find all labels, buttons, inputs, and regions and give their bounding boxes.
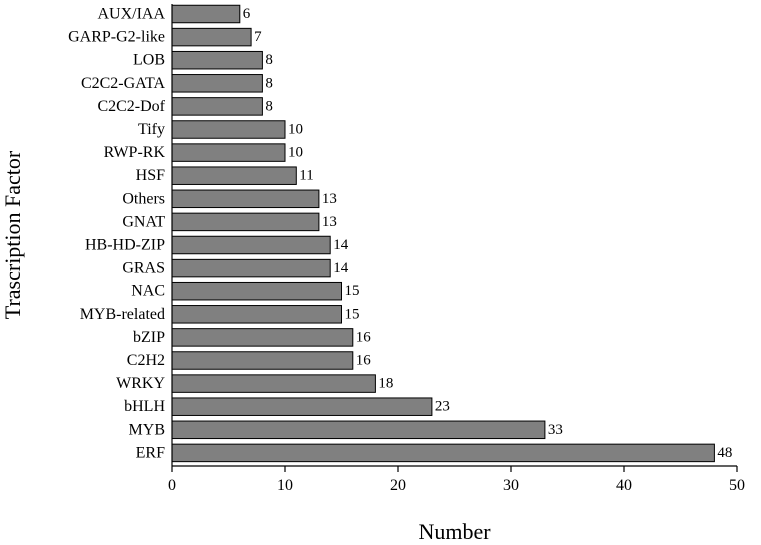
bar-bzip [171,328,354,347]
bar-nac [171,281,342,301]
bar-myb [171,420,546,440]
bar-others [171,189,320,209]
value-label-wrky: 18 [378,376,393,392]
x-tick-label-40: 40 [616,477,632,494]
category-label-nac: NAC [131,283,165,300]
bar-hsf [171,166,297,185]
bar-rwp-rk [171,143,286,162]
bar-tify [171,120,286,139]
value-label-aux-iaa: 6 [243,6,251,22]
x-axis-title: Number [418,519,491,544]
x-tick-label-20: 20 [390,477,406,494]
x-tick-label-0: 0 [168,477,176,494]
category-label-aux-iaa: AUX/IAA [97,6,165,23]
value-label-myb: 33 [548,422,563,438]
value-label-c2c2-dof: 8 [265,98,273,114]
value-label-hb-hd-zip: 14 [333,237,349,253]
category-labels: AUX/IAA GARP-G2-like LOB C2C2-GATA C2C2-Dof T… [68,6,166,462]
bar-hb-hd-zip [171,235,331,255]
category-label-c2c2-gata: C2C2-GATA [81,75,166,92]
value-label-hsf: 11 [299,168,313,184]
x-tick-label-10: 10 [277,477,293,494]
value-label-lob: 8 [265,52,273,68]
x-tick-label-50: 50 [729,477,745,494]
value-label-tify: 10 [288,122,303,138]
value-label-gras: 14 [333,260,349,276]
bar-garp-g2-like [171,27,252,47]
bar-aux-iaa [171,4,241,24]
category-label-others: Others [122,190,165,207]
category-label-myb: MYB [129,421,165,438]
value-label-bhlh: 23 [435,399,450,415]
value-label-gnat: 13 [322,214,337,230]
x-tick-label-30: 30 [503,477,519,494]
bar-wrky [171,374,376,393]
bars-group [171,4,715,463]
x-axis-ticks: 0 10 20 30 40 50 [168,466,745,494]
bar-gras [171,258,331,278]
value-label-c2c2-gata: 8 [265,75,273,91]
bar-c2c2-gata [171,74,263,93]
value-label-rwp-rk: 10 [288,145,303,161]
value-label-myb-related: 15 [345,306,360,322]
value-label-erf: 48 [717,445,732,461]
bar-myb-related [171,305,342,324]
category-label-gnat: GNAT [122,213,165,230]
category-label-garp-g2-like: GARP-G2-like [68,29,165,46]
category-label-bhlh: bHLH [124,398,165,415]
category-label-hb-hd-zip: HB-HD-ZIP [85,237,165,254]
y-axis-title: Trascription Factor [0,150,25,319]
category-label-wrky: WRKY [116,375,165,392]
category-label-bzip: bZIP [133,329,165,346]
category-label-gras: GRAS [122,260,165,277]
value-label-garp-g2-like: 7 [254,29,262,45]
category-label-rwp-rk: RWP-RK [104,144,166,161]
category-label-c2c2-dof: C2C2-Dof [97,98,165,115]
bar-c2c2-dof [171,97,263,116]
bar-gnat [171,212,320,232]
bar-bhlh [171,397,433,416]
category-label-lob: LOB [133,52,165,69]
bar-lob [171,50,263,70]
category-label-erf: ERF [136,444,165,461]
bar-c2h2 [171,351,354,370]
category-label-hsf: HSF [136,167,165,184]
bar-erf [171,443,715,463]
category-label-c2h2: C2H2 [127,352,165,369]
value-label-others: 13 [322,191,337,207]
value-label-bzip: 16 [356,329,372,345]
category-label-tify: Tify [138,121,165,138]
value-label-c2h2: 16 [356,353,372,369]
value-label-nac: 15 [345,283,360,299]
category-label-myb-related: MYB-related [80,306,165,323]
